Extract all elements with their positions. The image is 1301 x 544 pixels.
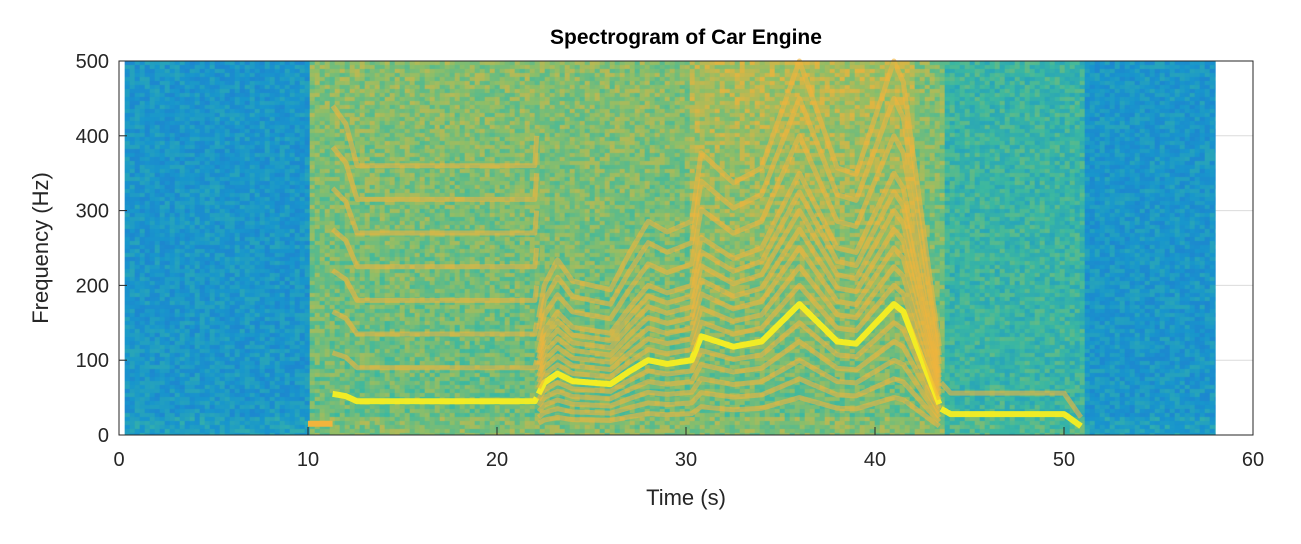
axis-ticks: 0 10 20 30 40 50 60 0 100 200 300 400 500 [76,51,1265,471]
harmonic-line [536,357,942,419]
harmonic-line [536,282,942,401]
dominant-frequency-line [939,406,1083,429]
harmonic-line [536,208,942,383]
harmonic-line [536,189,942,378]
x-tick-label: 40 [864,449,886,471]
y-tick-label: 400 [76,126,109,148]
y-tick-label: 200 [76,275,109,297]
harmonic-line [536,58,942,347]
harmonic-line [536,339,942,415]
dominant-frequency-line [331,390,540,405]
harmonic-line [330,104,540,169]
y-tick-label: 300 [76,201,109,223]
harmonic-line [331,268,540,303]
harmonic-line [536,264,942,396]
harmonic-line [536,226,942,387]
harmonic-line [330,145,540,202]
harmonic-line [536,96,942,356]
harmonic-line [331,350,540,371]
harmonic-line [536,245,942,392]
y-tick-label: 100 [76,350,109,372]
x-tick-label: 10 [297,449,319,471]
harmonic-line [536,376,942,424]
x-tick-label: 60 [1242,449,1264,471]
harmonic-line [330,186,540,236]
harmonic-line [536,133,942,365]
spectrogram-heatmap [124,61,1216,435]
x-axis-label: Time (s) [646,485,726,510]
harmonic-lines [308,58,1084,429]
chart-title: Spectrogram of Car Engine [550,26,822,49]
y-axis-label: Frequency (Hz) [28,172,53,324]
harmonic-line [331,309,540,337]
harmonic-line [536,320,942,410]
y-tick-label: 500 [76,51,109,73]
x-tick-label: 30 [675,449,697,471]
x-tick-label: 50 [1053,449,1075,471]
dominant-frequency-line [535,301,943,406]
harmonic-line [536,170,942,374]
harmonic-line [330,227,540,270]
harmonic-line [939,380,1084,419]
harmonic-line [537,395,941,429]
y-tick-label: 0 [98,425,109,447]
x-tick-label: 20 [486,449,508,471]
x-tick-label: 0 [113,449,124,471]
